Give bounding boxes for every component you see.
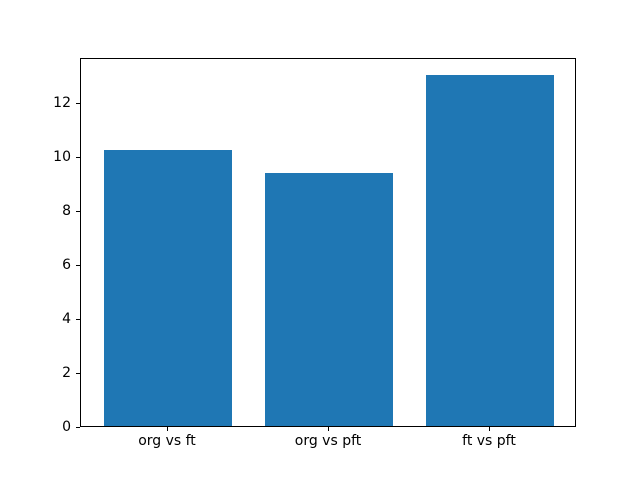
- bar-org-vs-pft: [264, 173, 394, 426]
- y-tick-label: 6: [62, 256, 71, 273]
- y-tick-label: 0: [62, 419, 71, 435]
- y-tick: [76, 318, 80, 320]
- bar-ft-vs-pft: [425, 74, 555, 426]
- plot-area: [80, 58, 576, 427]
- y-tick-label: 4: [62, 310, 71, 327]
- y-tick: [76, 264, 80, 266]
- y-tick: [76, 427, 80, 428]
- x-tick: [489, 427, 490, 431]
- x-tick-label: org vs ft: [138, 433, 196, 449]
- bar-org-vs-ft: [103, 150, 233, 426]
- y-tick-label: 10: [53, 148, 71, 165]
- x-tick-label: ft vs pft: [462, 433, 516, 449]
- y-tick-label: 12: [53, 94, 71, 111]
- y-tick: [76, 372, 80, 374]
- y-tick-label: 2: [62, 364, 71, 381]
- y-tick-label: 8: [62, 202, 71, 219]
- y-tick: [76, 156, 80, 158]
- x-tick: [328, 427, 329, 431]
- y-tick: [76, 102, 80, 104]
- x-tick: [167, 427, 168, 431]
- x-tick-label: org vs pft: [294, 433, 362, 449]
- y-tick: [76, 210, 80, 212]
